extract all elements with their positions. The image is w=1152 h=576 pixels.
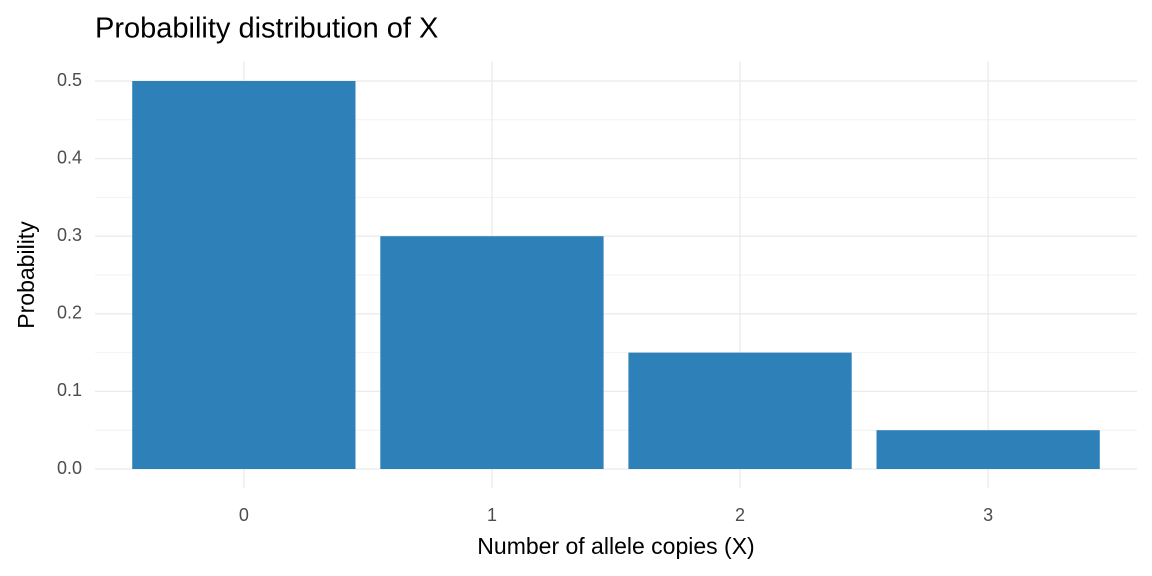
chart-title: Probability distribution of X (95, 13, 438, 45)
y-tick-label: 0.3 (57, 225, 82, 245)
x-tick-label: 3 (983, 505, 993, 525)
y-tick-label: 0.2 (57, 303, 82, 323)
x-tick-label: 0 (239, 505, 249, 525)
y-tick-label: 0.4 (57, 147, 82, 167)
y-tick-label: 0.1 (57, 380, 82, 400)
y-axis-title: Probability (13, 221, 39, 329)
y-tick-label: 0.5 (57, 70, 82, 90)
bar (380, 236, 604, 469)
x-tick-label: 1 (487, 505, 497, 525)
bar (132, 81, 356, 469)
bar (628, 352, 852, 469)
y-tick-label: 0.0 (57, 458, 82, 478)
x-tick-label: 2 (735, 505, 745, 525)
bar (876, 430, 1100, 469)
x-axis-title: Number of allele copies (X) (477, 533, 754, 559)
